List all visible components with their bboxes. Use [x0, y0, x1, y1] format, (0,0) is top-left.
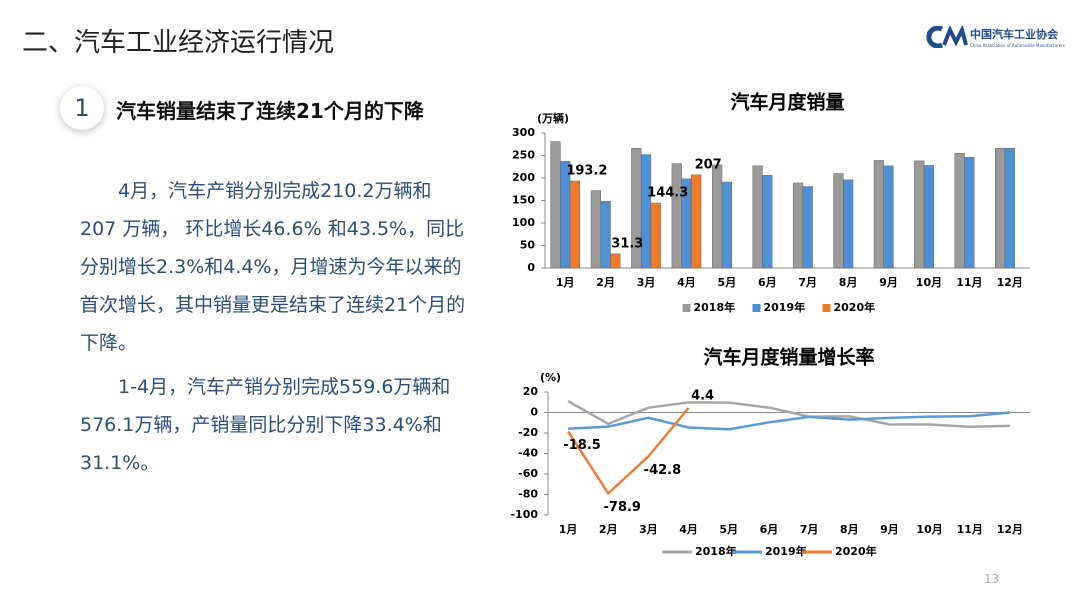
bar: [792, 182, 804, 269]
y-tick-label: 250: [512, 149, 535, 162]
data-label: 31.3: [611, 236, 643, 251]
bar: [752, 165, 763, 269]
line: [568, 411, 1011, 431]
bar: [843, 179, 854, 269]
x-tick-label: 11月: [957, 523, 983, 536]
body-text: 4月，汽车产销分别完成210.2万辆和 207 万辆， 环比增长46.6% 和4…: [80, 172, 470, 488]
bar: [923, 165, 935, 269]
x-tick-label: 6月: [760, 523, 779, 536]
logo-mark: [926, 26, 968, 48]
bar: [914, 160, 925, 269]
bar: [762, 175, 773, 269]
x-tick-label: 6月: [758, 276, 777, 289]
bar: [964, 157, 975, 269]
x-tick-label: 12月: [997, 523, 1023, 536]
x-tick-label: 1月: [559, 523, 578, 536]
x-tick-label: 5月: [719, 523, 738, 536]
data-label: -18.5: [563, 438, 600, 453]
bar: [590, 190, 602, 269]
bar: [883, 165, 894, 269]
y-tick-label: 300: [512, 126, 535, 139]
y-tick-label: -40: [518, 447, 538, 460]
legend-label: 2020年: [834, 300, 876, 314]
legend-label: 2019年: [765, 544, 807, 558]
y-tick-label: 0: [527, 261, 535, 274]
x-tick-label: 5月: [718, 276, 737, 289]
bar: [802, 186, 813, 269]
x-tick-label: 10月: [916, 523, 942, 536]
bar: [610, 253, 621, 269]
data-label: 144.3: [647, 186, 688, 201]
y-axis-label: (%): [540, 371, 561, 384]
chart-title: 汽车月度销量: [730, 91, 844, 114]
x-tick-label: 3月: [637, 276, 656, 289]
slide-title: 二、汽车工业经济运行情况: [22, 28, 335, 58]
bar: [954, 153, 965, 269]
y-tick-label: -100: [510, 508, 538, 521]
x-tick-label: 4月: [679, 523, 698, 536]
x-tick-label: 8月: [840, 523, 859, 536]
y-tick-label: 150: [512, 194, 535, 207]
x-tick-label: 7月: [798, 276, 817, 289]
data-label: 207: [695, 157, 722, 172]
chart-title: 汽车月度销量增长率: [703, 346, 874, 369]
x-tick-label: 7月: [800, 523, 819, 536]
x-tick-label: 1月: [556, 276, 575, 289]
bar: [691, 174, 702, 269]
y-tick-label: -20: [518, 426, 538, 439]
bar: [650, 202, 661, 269]
bar: [833, 173, 844, 269]
legend-swatch: [752, 304, 761, 312]
x-tick-label: 11月: [956, 276, 982, 289]
bar: [550, 141, 561, 269]
legend-swatch: [822, 304, 831, 312]
bar: [671, 163, 682, 269]
bar: [712, 164, 723, 269]
data-label: -42.8: [644, 463, 681, 478]
y-tick-label: 20: [523, 385, 539, 398]
y-tick-label: 100: [512, 216, 535, 229]
x-tick-label: 9月: [880, 523, 899, 536]
y-tick-label: 200: [512, 171, 535, 184]
y-tick-label: 0: [530, 406, 538, 419]
line: [567, 400, 1010, 428]
page-number: 13: [984, 572, 1000, 586]
legend-swatch: [682, 304, 691, 312]
x-tick-label: 4月: [677, 276, 696, 289]
y-tick-label: 50: [520, 239, 536, 252]
bar: [873, 160, 884, 269]
x-tick-label: 2月: [599, 523, 618, 536]
bar: [721, 181, 732, 269]
line: [567, 407, 690, 496]
section-title: 汽车销量结束了连续21个月的下降: [116, 99, 424, 123]
bar: [569, 180, 581, 269]
section-number: 1: [60, 86, 104, 130]
legend-label: 2019年: [764, 300, 806, 314]
x-tick-label: 2月: [596, 276, 615, 289]
paragraph: 1-4月，汽车产销分别完成559.6万辆和576.1万辆，产销量同比分别下降33…: [80, 376, 451, 474]
data-label: 193.2: [566, 164, 607, 179]
logo-text: 中国汽车工业协会: [970, 28, 1058, 41]
x-tick-label: 3月: [639, 523, 658, 536]
paragraph: 4月，汽车产销分别完成210.2万辆和 207 万辆， 环比增长46.6% 和4…: [80, 180, 466, 354]
x-tick-label: 12月: [997, 276, 1023, 289]
legend-label: 2018年: [695, 544, 737, 558]
legend-label: 2020年: [835, 544, 877, 558]
data-label: 4.4: [691, 388, 714, 403]
x-tick-label: 8月: [839, 276, 858, 289]
bar: [1004, 148, 1015, 269]
bar: [994, 148, 1006, 269]
legend-label: 2018年: [694, 300, 736, 314]
x-tick-label: 9月: [879, 276, 898, 289]
y-tick-label: -80: [518, 488, 538, 501]
logo-subtext: China Association of Automobile Manufact…: [970, 43, 1065, 48]
bar: [600, 201, 611, 269]
y-axis-label: (万辆): [537, 111, 569, 125]
x-tick-label: 10月: [916, 276, 942, 289]
data-label: -78.9: [604, 500, 641, 515]
y-tick-label: -60: [518, 467, 538, 480]
